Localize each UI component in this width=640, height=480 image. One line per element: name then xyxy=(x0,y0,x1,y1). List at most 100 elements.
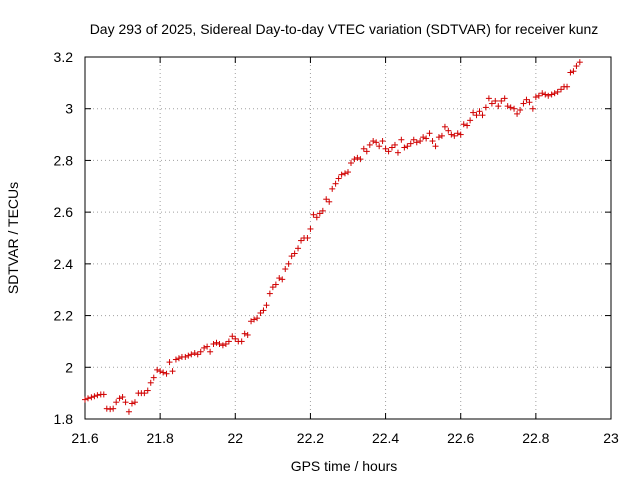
x-tick-label: 22.8 xyxy=(522,430,549,446)
data-point xyxy=(125,408,132,415)
data-point xyxy=(401,144,408,151)
y-tick-labels: 1.8 2 2.2 2.4 2.6 2.8 3 3.2 xyxy=(54,49,74,427)
data-point xyxy=(197,348,204,355)
data-point xyxy=(285,260,292,267)
data-point xyxy=(154,366,161,373)
data-point xyxy=(542,91,549,98)
data-point xyxy=(141,390,148,397)
x-tick-label: 21.8 xyxy=(147,430,174,446)
axis-ticks xyxy=(84,56,612,420)
data-point xyxy=(376,143,383,150)
data-point xyxy=(272,281,279,288)
data-point xyxy=(251,316,258,323)
data-point xyxy=(107,406,114,413)
x-tick-label: 22.4 xyxy=(372,430,399,446)
data-point xyxy=(128,400,135,407)
data-point xyxy=(150,374,157,381)
data-point xyxy=(225,338,232,345)
data-point xyxy=(351,156,358,163)
data-point xyxy=(445,127,452,134)
data-point xyxy=(241,330,248,337)
data-point xyxy=(507,104,514,111)
data-point xyxy=(332,180,339,187)
data-point xyxy=(291,250,298,257)
data-point xyxy=(260,307,267,314)
data-point xyxy=(210,341,217,348)
data-point xyxy=(119,394,126,401)
data-point xyxy=(348,160,355,167)
x-tick-label: 22.2 xyxy=(297,430,324,446)
data-point xyxy=(266,290,273,297)
data-point xyxy=(448,131,455,138)
data-point xyxy=(441,123,448,130)
data-point xyxy=(319,207,326,214)
data-point xyxy=(410,136,417,143)
data-point xyxy=(279,276,286,283)
data-point xyxy=(394,149,401,156)
data-point xyxy=(476,108,483,115)
y-tick-label: 1.8 xyxy=(54,411,74,427)
data-point xyxy=(567,69,574,76)
data-point xyxy=(576,59,583,66)
data-point xyxy=(517,107,524,114)
data-point xyxy=(219,342,226,349)
data-point xyxy=(492,97,499,104)
data-point xyxy=(423,135,430,142)
data-point xyxy=(482,104,489,111)
y-tick-label: 2.6 xyxy=(54,204,74,220)
data-point xyxy=(191,350,198,357)
data-point xyxy=(366,141,373,148)
data-point xyxy=(116,395,123,402)
y-tick-label: 2.4 xyxy=(54,256,74,272)
data-point xyxy=(122,399,129,406)
data-point xyxy=(564,83,571,90)
x-tick-label: 23 xyxy=(603,430,619,446)
data-point xyxy=(526,99,533,106)
data-point xyxy=(420,134,427,141)
data-point xyxy=(479,112,486,119)
y-tick-label: 3 xyxy=(65,101,73,117)
data-point xyxy=(103,405,110,412)
data-point xyxy=(269,284,276,291)
data-point xyxy=(382,145,389,152)
data-point xyxy=(504,103,511,110)
data-point xyxy=(85,395,92,402)
data-point xyxy=(404,143,411,150)
data-point xyxy=(488,100,495,107)
data-point xyxy=(370,138,377,145)
data-point xyxy=(313,214,320,221)
data-point xyxy=(532,94,539,101)
data-point xyxy=(94,392,101,399)
data-point xyxy=(172,356,179,363)
data-point xyxy=(288,253,295,260)
data-point xyxy=(160,369,167,376)
data-point xyxy=(298,237,305,244)
data-point xyxy=(238,338,245,345)
y-tick-label: 2.8 xyxy=(54,152,74,168)
data-point xyxy=(248,318,255,325)
data-point xyxy=(539,90,546,97)
data-point xyxy=(295,245,302,252)
data-point xyxy=(413,139,420,146)
x-tick-labels: 21.6 21.8 22 22.2 22.4 22.6 22.8 23 xyxy=(71,430,619,446)
data-point xyxy=(545,92,552,99)
data-point xyxy=(426,130,433,137)
data-point xyxy=(432,143,439,150)
data-point xyxy=(213,339,220,346)
y-tick-label: 2.2 xyxy=(54,308,74,324)
data-point xyxy=(460,121,467,128)
data-point xyxy=(244,331,251,338)
data-point xyxy=(473,112,480,119)
data-point xyxy=(354,154,361,161)
data-point xyxy=(535,92,542,99)
data-point xyxy=(435,134,442,141)
data-point xyxy=(147,379,154,386)
data-point xyxy=(144,387,151,394)
data-point xyxy=(175,355,182,362)
data-point xyxy=(391,141,398,148)
data-point xyxy=(131,399,138,406)
data-point xyxy=(417,138,424,145)
data-point xyxy=(551,90,558,97)
data-point xyxy=(379,138,386,145)
